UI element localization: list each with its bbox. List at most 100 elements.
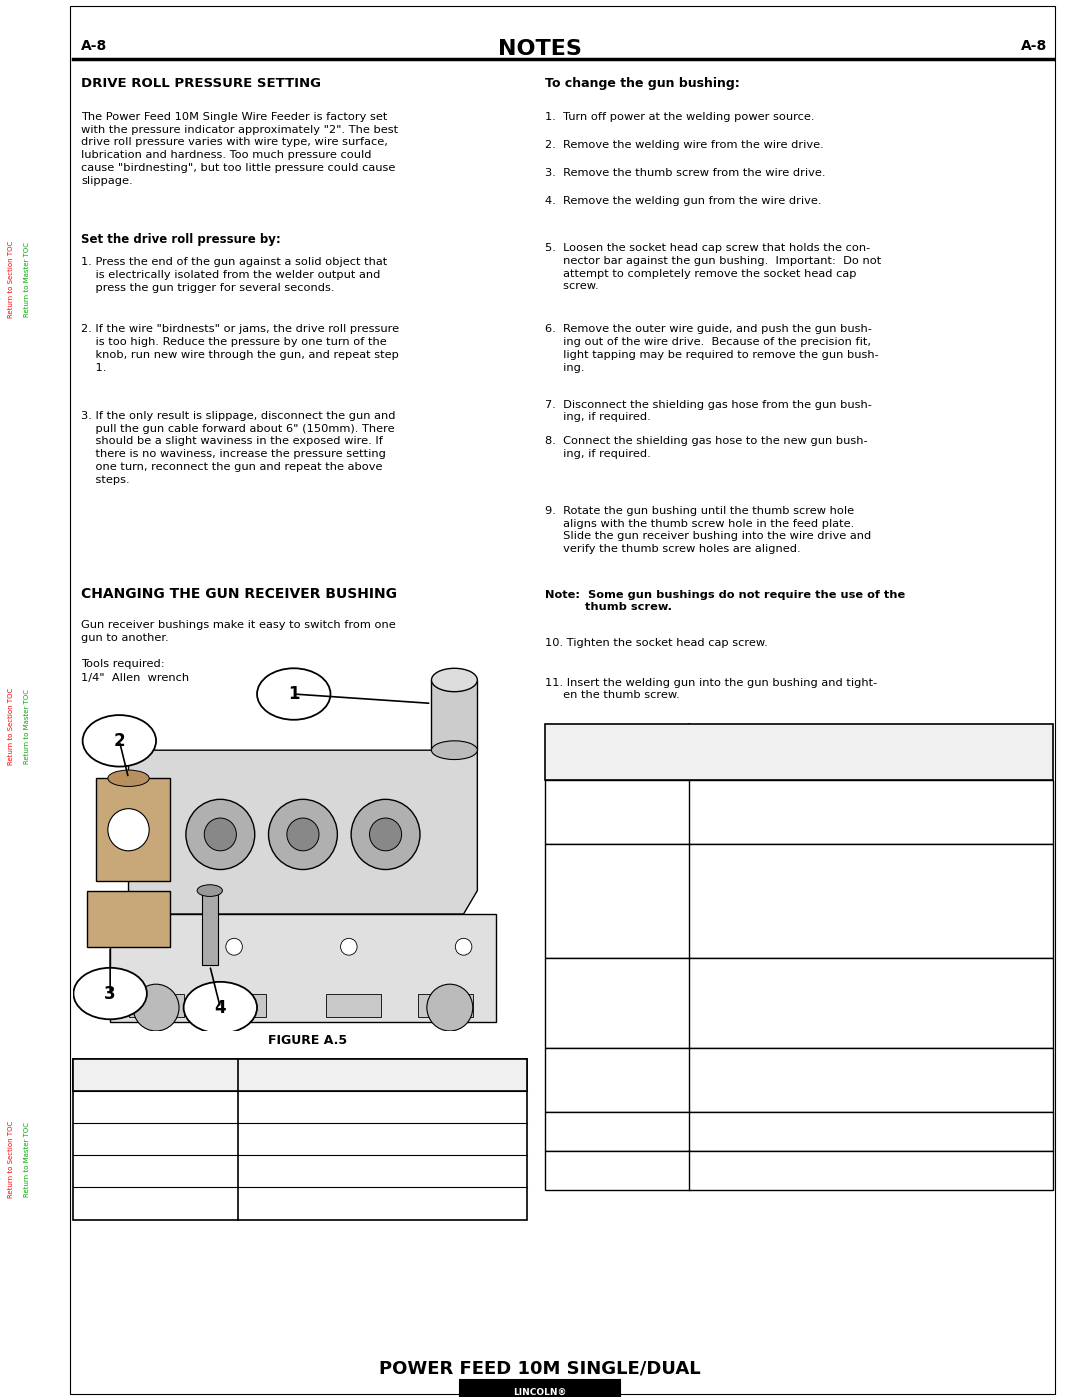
Text: 4: 4 <box>152 1199 159 1208</box>
Text: FIGURE A.5: FIGURE A.5 <box>268 1034 348 1046</box>
Text: LINCOLN®: LINCOLN® <box>513 1387 567 1397</box>
Text: K1500-4: K1500-4 <box>594 1074 640 1085</box>
Text: 5.  Loosen the socket head cap screw that holds the con-
     nector bar against: 5. Loosen the socket head cap screw that… <box>545 243 881 292</box>
Text: 8.  Connect the shielding gas hose to the new gun bush-
     ing, if required.: 8. Connect the shielding gas hose to the… <box>545 436 868 458</box>
Text: DESCRIPTION: DESCRIPTION <box>338 1069 427 1081</box>
Text: Socket Head Cap Screw: Socket Head Cap Screw <box>314 1199 450 1208</box>
Text: For use With: For use With <box>832 746 910 757</box>
Bar <box>96 778 170 882</box>
Ellipse shape <box>257 668 330 719</box>
Text: 2: 2 <box>113 732 125 750</box>
Text: 2.  Remove the welding wire from the wire drive.: 2. Remove the welding wire from the wire… <box>545 140 824 149</box>
Text: K1500-2: K1500-2 <box>594 895 640 907</box>
Text: K1500-1: K1500-1 <box>594 806 640 817</box>
Ellipse shape <box>73 968 147 1020</box>
Text: Return to Section TOC: Return to Section TOC <box>8 687 14 766</box>
Text: 9.  Rotate the gun bushing until the thumb screw hole
     aligns with the thumb: 9. Rotate the gun bushing until the thum… <box>545 506 872 555</box>
Bar <box>432 680 477 750</box>
Text: Note:  Some gun bushings do not require the use of the
          thumb screw.: Note: Some gun bushings do not require t… <box>545 590 906 612</box>
Text: POWER FEED 10M SINGLE/DUAL: POWER FEED 10M SINGLE/DUAL <box>379 1359 701 1377</box>
Text: 11. Insert the welding gun into the gun bushing and tight-
     en the thumb scr: 11. Insert the welding gun into the gun … <box>545 678 878 700</box>
Text: K1637-7 Lincoln gun connectors;
Magnum 550 guns and compatible
with Tweco® #5): K1637-7 Lincoln gun connectors; Magnum 5… <box>696 986 886 1020</box>
Bar <box>418 993 473 1017</box>
Polygon shape <box>110 914 496 1021</box>
Bar <box>212 993 266 1017</box>
Text: A-8: A-8 <box>1022 39 1048 53</box>
Circle shape <box>351 799 420 869</box>
Bar <box>545 724 1053 780</box>
Bar <box>545 844 1053 958</box>
Circle shape <box>427 983 473 1031</box>
Text: 3: 3 <box>152 1166 159 1176</box>
Text: K466-3 Lincoln gun connectors;
compatible with Miller® guns.): K466-3 Lincoln gun connectors; compatibl… <box>696 1069 868 1091</box>
Text: Return to Section TOC: Return to Section TOC <box>8 1120 14 1199</box>
Text: 4: 4 <box>215 999 226 1017</box>
Text: 1.  Turn off power at the welding power source.: 1. Turn off power at the welding power s… <box>545 112 815 122</box>
Text: 2: 2 <box>152 1134 159 1144</box>
Circle shape <box>133 983 179 1031</box>
Circle shape <box>340 939 357 956</box>
Text: K1500-3: K1500-3 <box>594 997 640 1009</box>
Bar <box>129 993 184 1017</box>
Text: Connector Bar: Connector Bar <box>341 1166 423 1176</box>
Bar <box>87 891 170 947</box>
Bar <box>545 780 1053 844</box>
Circle shape <box>108 809 149 851</box>
Text: 1: 1 <box>288 685 299 703</box>
Text: CHANGING THE GUN RECEIVER BUSHING: CHANGING THE GUN RECEIVER BUSHING <box>81 587 397 601</box>
Ellipse shape <box>184 982 257 1034</box>
Text: A-8: A-8 <box>81 39 107 53</box>
Ellipse shape <box>108 770 149 787</box>
Circle shape <box>186 799 255 869</box>
Bar <box>73 1059 527 1220</box>
Text: DRIVE ROLL PRESSURE SETTING: DRIVE ROLL PRESSURE SETTING <box>81 77 321 89</box>
Text: 7.  Disconnect the shielding gas hose from the gun bush-
     ing, if required.: 7. Disconnect the shielding gas hose fro… <box>545 400 873 422</box>
Bar <box>545 958 1053 1048</box>
Text: 3.  Remove the thumb screw from the wire drive.: 3. Remove the thumb screw from the wire … <box>545 168 826 177</box>
Ellipse shape <box>83 715 157 767</box>
Circle shape <box>269 799 337 869</box>
Text: K1500-5: K1500-5 <box>594 1126 640 1137</box>
Bar <box>460 1380 620 1397</box>
Text: 1. Press the end of the gun against a solid object that
    is electrically isol: 1. Press the end of the gun against a so… <box>81 257 388 292</box>
Bar <box>545 1048 1053 1112</box>
Text: K466-1 Lincoln gun connectors;
Innershield and Subarc guns): K466-1 Lincoln gun connectors; Innershie… <box>696 800 868 823</box>
Text: The Power Feed 10M Single Wire Feeder is factory set
with the pressure indicator: The Power Feed 10M Single Wire Feeder is… <box>81 112 399 186</box>
Text: To change the gun bushing:: To change the gun bushing: <box>545 77 740 89</box>
Text: Return to Master TOC: Return to Master TOC <box>24 242 30 317</box>
Ellipse shape <box>432 668 477 692</box>
Text: NOTES: NOTES <box>498 39 582 59</box>
Text: Return to Section TOC: Return to Section TOC <box>8 240 14 319</box>
Bar <box>202 891 218 965</box>
Bar <box>326 993 381 1017</box>
Text: 3. If the only result is slippage, disconnect the gun and
    pull the gun cable: 3. If the only result is slippage, disco… <box>81 411 395 485</box>
Text: 1: 1 <box>152 1102 159 1112</box>
Text: 2. If the wire "birdnests" or jams, the drive roll pressure
    is too high. Red: 2. If the wire "birdnests" or jams, the … <box>81 324 400 373</box>
Circle shape <box>204 819 237 851</box>
Text: 6.  Remove the outer wire guide, and push the gun bush-
     ing out of the wire: 6. Remove the outer wire guide, and push… <box>545 324 879 373</box>
Text: ( Lincoln Fast-Mate guns.): ( Lincoln Fast-Mate guns.) <box>696 1165 836 1176</box>
Text: Thumb Screw: Thumb Screw <box>343 1102 421 1112</box>
Text: Gun receiver bushings make it easy to switch from one
gun to another.: Gun receiver bushings make it easy to sw… <box>81 620 395 643</box>
Circle shape <box>456 939 472 956</box>
Text: K466-2, K466-10 Lincoln gun
connectors; Magnum 200/300/400
guns and compatible w: K466-2, K466-10 Lincoln gun connectors; … <box>696 877 885 925</box>
Bar <box>545 1112 1053 1151</box>
Polygon shape <box>129 750 477 914</box>
Circle shape <box>226 939 242 956</box>
Circle shape <box>287 819 319 851</box>
Ellipse shape <box>432 740 477 760</box>
Text: Gun Receiver
Bushing: Gun Receiver Bushing <box>576 740 659 763</box>
Bar <box>545 1151 1053 1190</box>
Text: 4.  Remove the welding gun from the wire drive.: 4. Remove the welding gun from the wire … <box>545 196 822 205</box>
Text: ITEM: ITEM <box>139 1069 172 1081</box>
Text: Return to Master TOC: Return to Master TOC <box>24 1122 30 1197</box>
Text: Tools required:
1/4"  Allen  wrench: Tools required: 1/4" Allen wrench <box>81 659 189 683</box>
Text: (Compatible with Oxo® guns.): (Compatible with Oxo® guns.) <box>696 1126 862 1137</box>
Text: 10. Tighten the socket head cap screw.: 10. Tighten the socket head cap screw. <box>545 638 768 648</box>
Text: Return to Master TOC: Return to Master TOC <box>24 689 30 764</box>
Text: Gun Receiver Bushing: Gun Receiver Bushing <box>320 1134 445 1144</box>
Ellipse shape <box>198 884 222 897</box>
Text: 3: 3 <box>105 985 116 1003</box>
Text: K489-7: K489-7 <box>597 1165 637 1176</box>
Bar <box>73 1059 527 1091</box>
